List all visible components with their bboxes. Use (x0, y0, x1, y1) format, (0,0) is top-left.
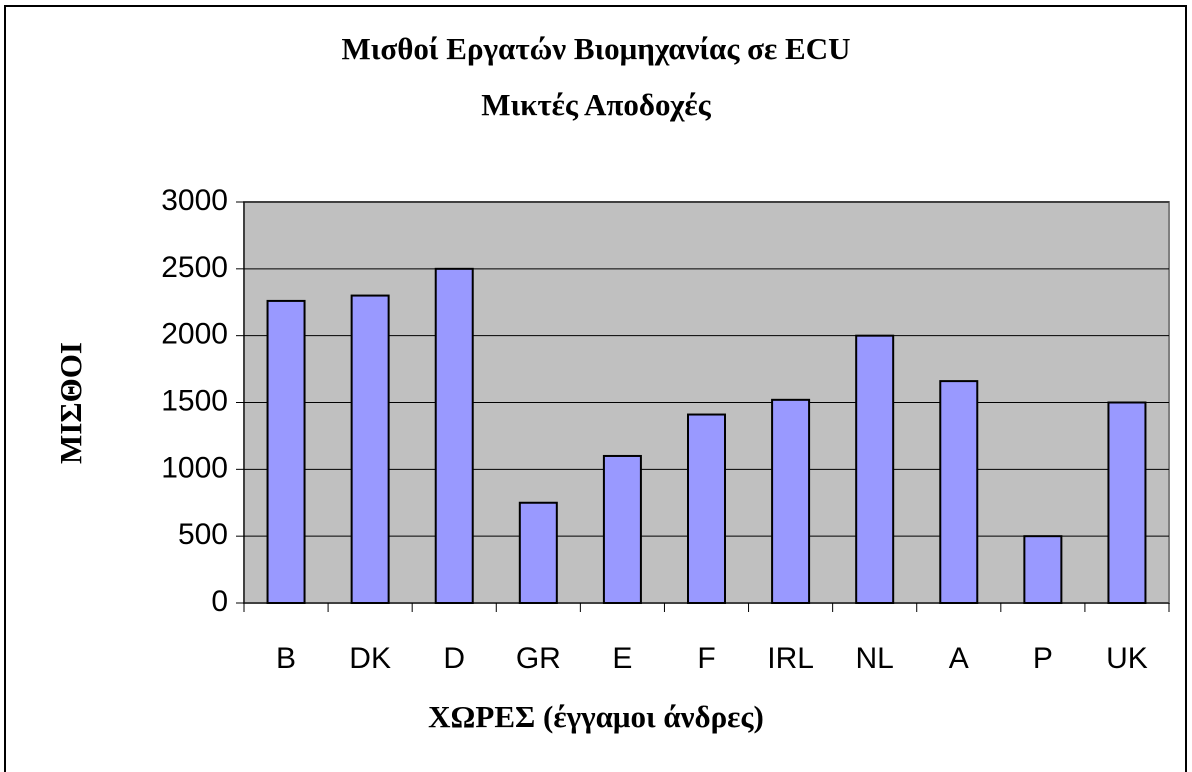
y-tick-label: 3000 (161, 184, 228, 217)
bar (939, 380, 979, 605)
bar (350, 294, 390, 604)
bar (1023, 535, 1063, 605)
x-tick-label: UK (1106, 642, 1148, 675)
chart-frame (4, 5, 1187, 772)
y-tick-label: 2000 (161, 318, 228, 351)
chart-subtitle: Μικτές Αποδοχές (481, 87, 711, 122)
x-tick-label: DK (349, 642, 391, 675)
bar (602, 454, 642, 605)
y-tick-label: 0 (211, 585, 228, 618)
x-tick-label: A (949, 642, 969, 675)
bar (687, 413, 726, 604)
y-tick-label: 2500 (161, 251, 228, 284)
x-axis-label: ΧΩΡΕΣ (έγγαμοι άνδρες) (428, 699, 764, 734)
y-axis-label: ΜΙΣΘΟΙ (53, 342, 88, 464)
x-tick-label: B (276, 642, 296, 675)
bar (771, 398, 811, 604)
y-tick-label: 1000 (161, 451, 228, 484)
x-tick-label: GR (516, 642, 561, 675)
chart-title: Μισθοί Εργατών Βιομηχανίας σε ECU (342, 31, 851, 66)
y-tick-label: 500 (178, 518, 228, 551)
x-tick-label: D (443, 642, 465, 675)
x-tick-label: NL (856, 642, 894, 675)
bar (434, 267, 474, 604)
x-tick-label: P (1033, 642, 1053, 675)
bar (1107, 401, 1147, 604)
bar (266, 299, 306, 604)
x-tick-label: F (697, 642, 715, 675)
bar (855, 334, 895, 604)
y-tick-label: 1500 (161, 384, 228, 417)
bar (518, 501, 558, 604)
x-tick-label: E (612, 642, 632, 675)
x-tick-label: IRL (767, 642, 814, 675)
